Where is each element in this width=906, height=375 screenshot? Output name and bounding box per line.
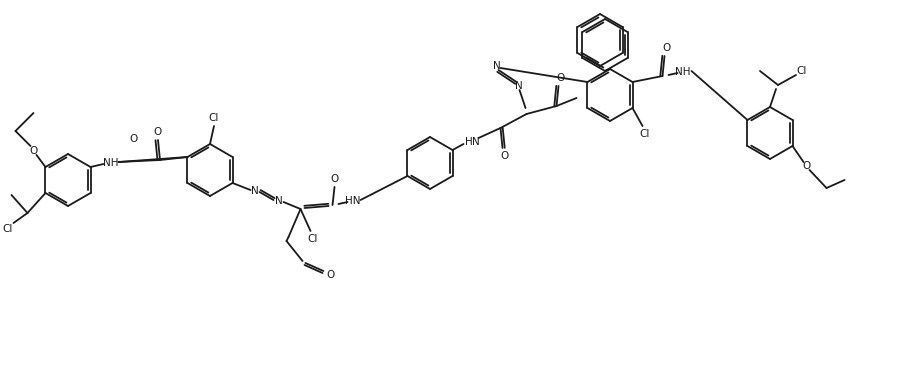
Text: O: O xyxy=(326,270,334,280)
Text: O: O xyxy=(556,73,564,83)
Text: Cl: Cl xyxy=(3,224,13,234)
Text: N: N xyxy=(493,61,500,71)
Text: O: O xyxy=(803,161,811,171)
Text: O: O xyxy=(29,146,38,156)
Text: NH: NH xyxy=(102,158,119,168)
Text: Cl: Cl xyxy=(640,129,650,139)
Text: HN: HN xyxy=(345,196,361,206)
Text: N: N xyxy=(275,196,283,206)
Text: Cl: Cl xyxy=(307,234,318,244)
Text: O: O xyxy=(500,151,508,161)
Text: O: O xyxy=(154,127,162,137)
Text: NH: NH xyxy=(675,67,690,77)
Text: Cl: Cl xyxy=(796,66,807,76)
Text: N: N xyxy=(251,186,258,196)
Text: O: O xyxy=(331,174,339,184)
Text: N: N xyxy=(515,81,523,91)
Text: O: O xyxy=(129,135,137,144)
Text: O: O xyxy=(662,43,670,53)
Text: Cl: Cl xyxy=(208,113,219,123)
Text: N: N xyxy=(472,137,479,147)
Text: H: H xyxy=(465,137,472,147)
